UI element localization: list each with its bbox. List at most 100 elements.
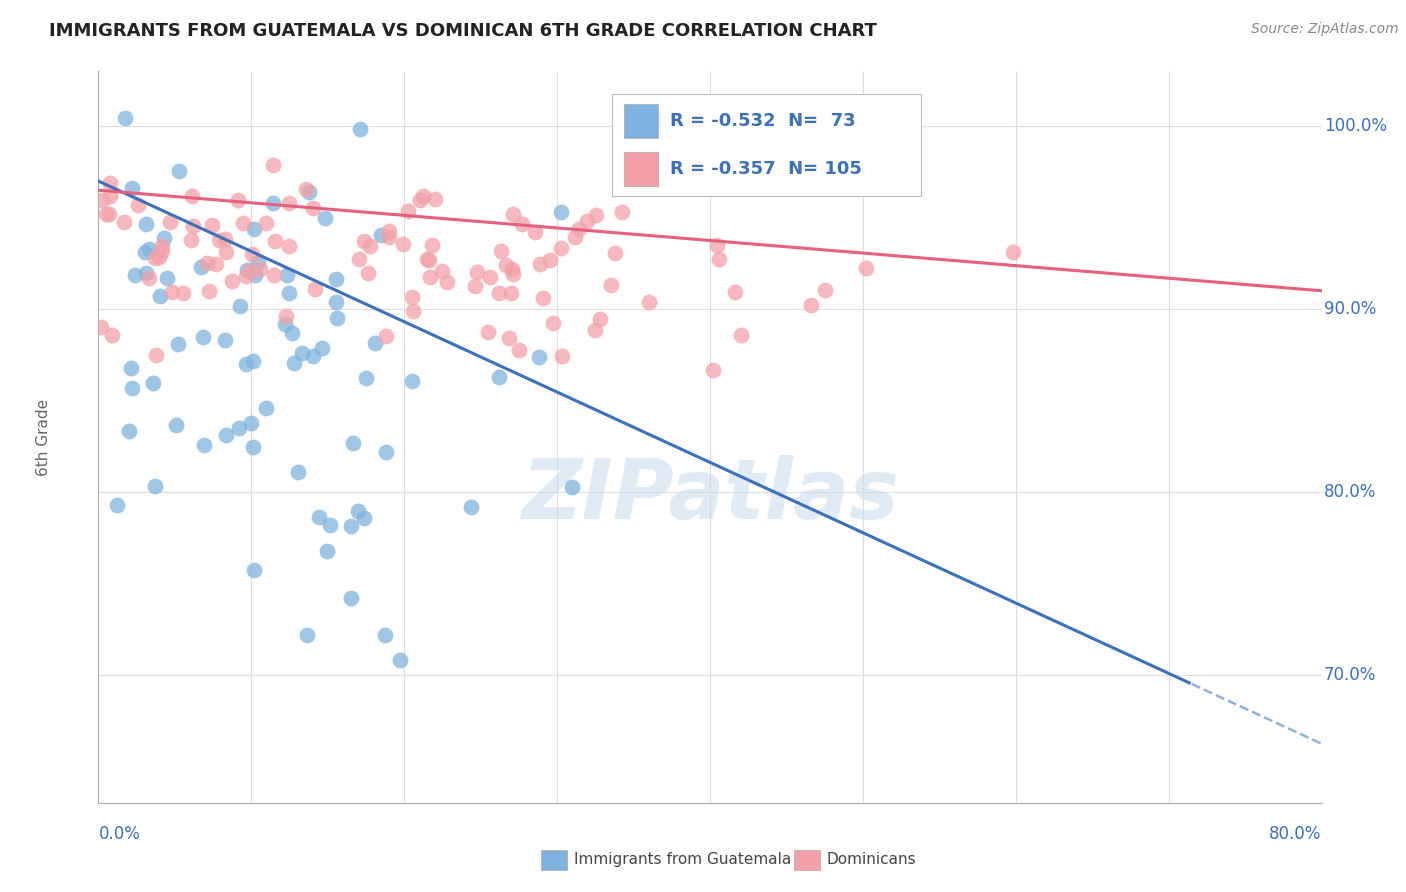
Point [98,189,121,203]
Point [239,417,262,431]
Point [238,263,260,277]
Bar [624,153,658,186]
Point [349,122,371,136]
Point [800,298,823,312]
Point [112,215,135,229]
Point [120,360,142,375]
Text: 6th Grade: 6th Grade [37,399,51,475]
Point [287,465,309,479]
Point [242,222,264,236]
Point [576,214,599,228]
Text: Dominicans: Dominicans [827,853,917,867]
Point [568,222,591,236]
Point [401,290,423,304]
Point [465,265,488,279]
Point [419,270,441,285]
Point [228,193,250,207]
Point [107,499,129,513]
Point [550,241,572,255]
Point [180,189,202,203]
Text: R = -0.357  N= 105: R = -0.357 N= 105 [671,160,862,178]
Point [357,266,380,280]
Point [311,341,333,355]
Point [502,207,524,221]
Point [101,327,124,342]
Point [349,252,371,267]
Point [134,245,156,260]
Point [254,217,277,231]
Point [529,257,551,271]
Point [229,299,252,313]
Point [326,311,349,326]
Point [491,244,513,259]
Text: ZIPatlas: ZIPatlas [522,455,898,536]
Text: IMMIGRANTS FROM GUATEMALA VS DOMINICAN 6TH GRADE CORRELATION CHART: IMMIGRANTS FROM GUATEMALA VS DOMINICAN 6… [49,22,877,40]
Point [114,112,136,126]
Point [142,376,165,390]
Point [460,500,482,515]
Point [236,263,259,277]
Point [242,354,264,368]
Point [156,271,179,285]
Text: 100.0%: 100.0% [1324,117,1388,136]
Point [401,374,423,388]
Point [274,317,297,331]
Text: 80.0%: 80.0% [1270,825,1322,843]
Point [488,285,510,300]
Point [235,357,257,371]
Point [153,231,176,245]
Point [263,268,285,283]
Point [214,231,236,245]
Point [589,311,612,326]
Point [423,192,446,206]
Point [240,246,263,260]
Point [550,205,572,219]
Point [278,286,301,301]
Point [249,262,271,277]
Point [409,193,432,207]
Text: 80.0%: 80.0% [1324,483,1376,501]
Point [375,444,398,458]
Point [121,181,143,195]
Point [283,356,305,370]
Point [264,234,287,248]
Point [197,284,219,298]
Point [706,237,728,252]
Point [172,285,194,300]
Point [243,564,266,578]
Point [370,227,392,242]
Point [298,186,321,200]
Point [420,238,443,252]
Point [707,252,730,267]
Point [118,425,141,439]
Point [340,519,363,533]
Point [464,278,486,293]
Point [291,346,314,360]
Point [501,262,523,277]
Point [364,336,387,351]
Point [347,503,370,517]
Point [195,256,218,270]
Bar [624,104,658,137]
Point [215,245,238,260]
Point [436,275,458,289]
Point [359,239,381,253]
Point [127,198,149,212]
Point [389,653,412,667]
Point [94,207,117,221]
Point [319,518,342,533]
Point [583,323,606,337]
Point [124,268,146,282]
Point [377,224,399,238]
Point [638,295,661,310]
Point [508,343,530,358]
Point [1001,244,1024,259]
Point [325,272,347,286]
Point [353,511,375,525]
Point [605,246,627,260]
Point [308,509,330,524]
Point [477,325,499,339]
Point [235,269,257,284]
Point [207,233,229,247]
Point [356,371,378,385]
